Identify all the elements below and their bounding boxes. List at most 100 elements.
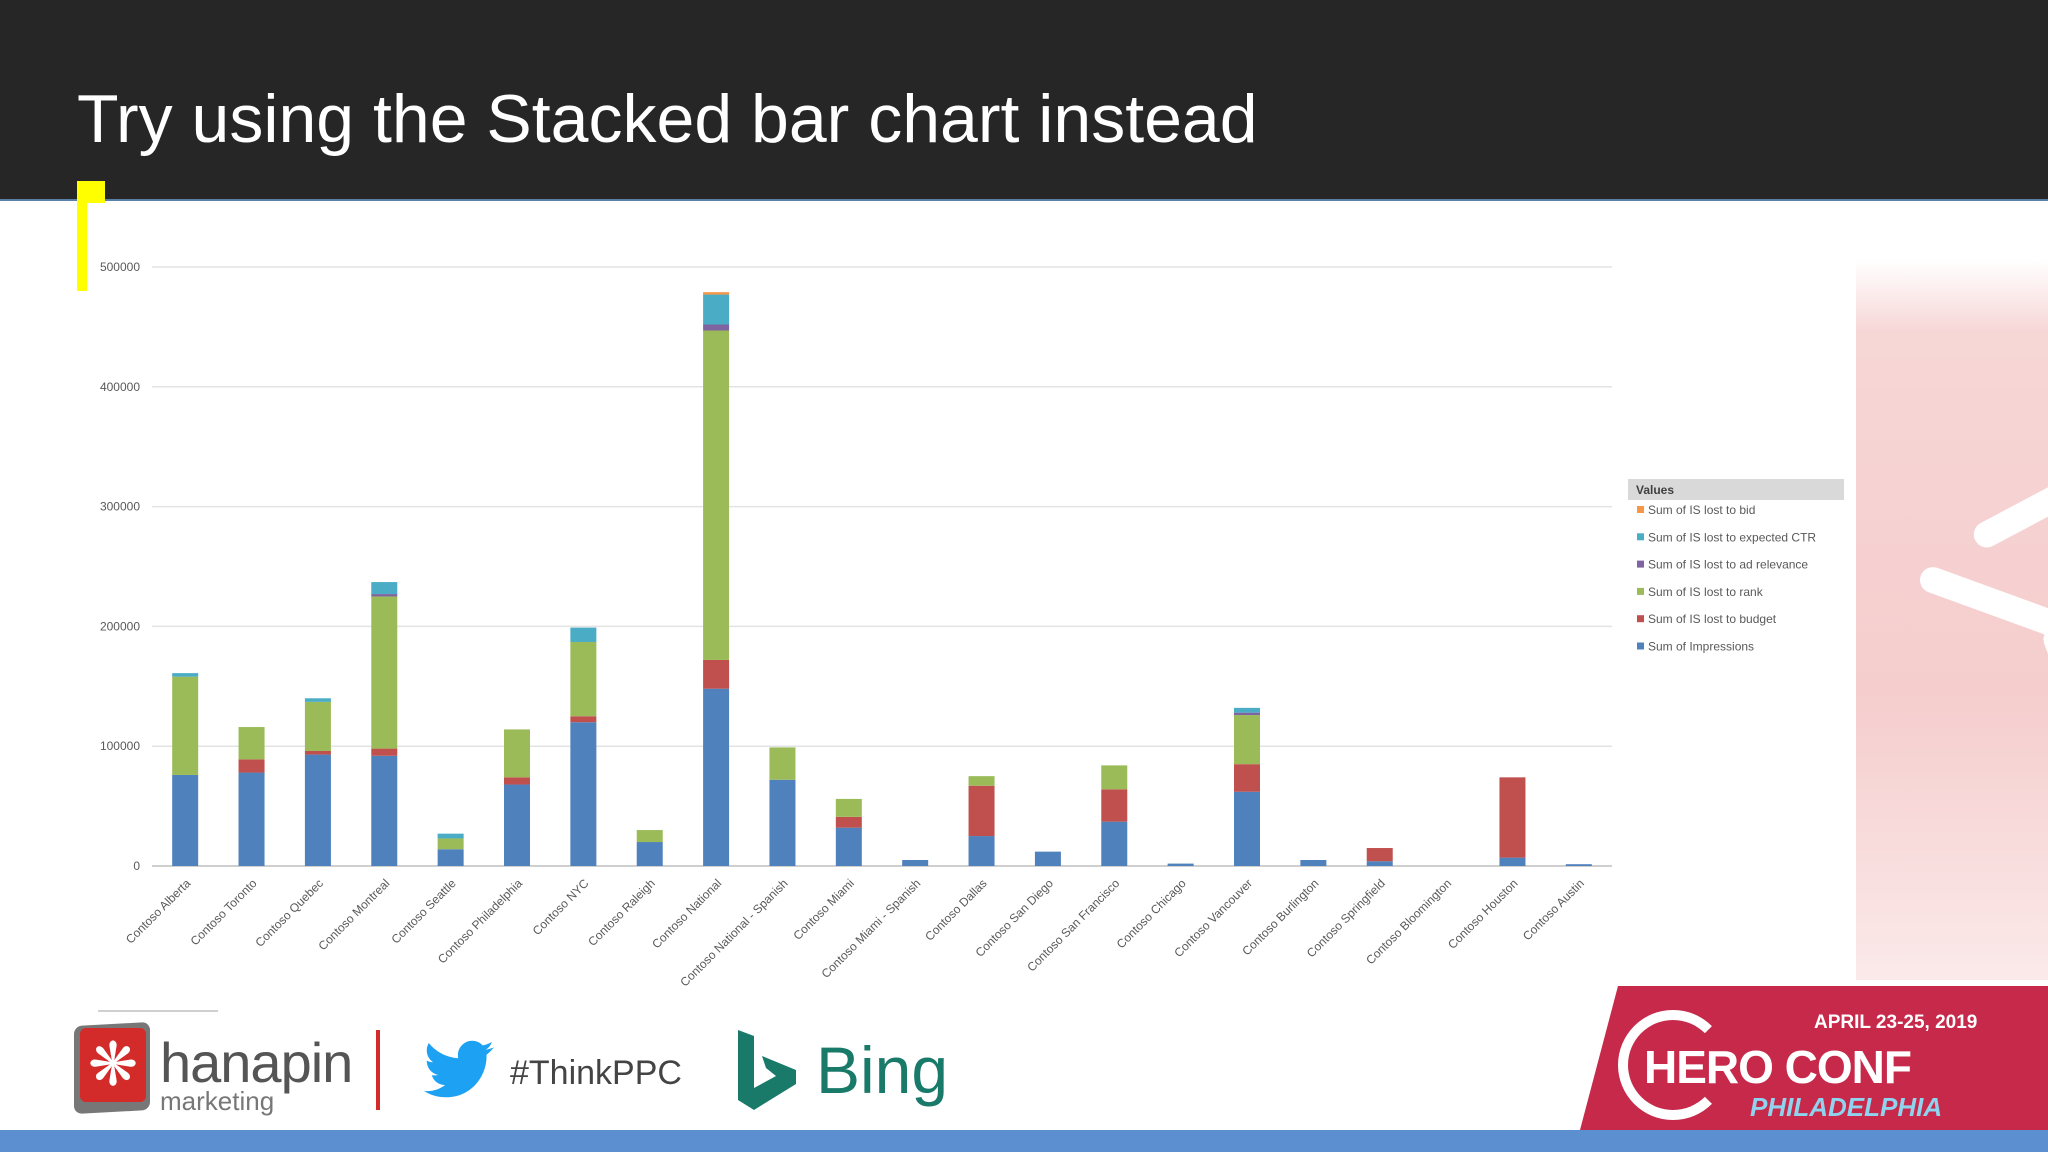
x-tick-label: Contoso Montreal: [316, 876, 393, 953]
x-tick-label: Contoso Seattle: [388, 876, 459, 947]
legend-entry: Sum of IS lost to bid: [1648, 503, 1755, 517]
hero-conf-city: PHILADELPHIA: [1750, 1092, 1943, 1122]
legend-entry: Sum of IS lost to budget: [1648, 612, 1777, 626]
bar-segment: [1499, 777, 1526, 858]
bar-segment: [703, 324, 730, 331]
legend-entry: Sum of IS lost to ad relevance: [1648, 558, 1808, 572]
legend-swatch: [1637, 533, 1644, 541]
bar-segment: [570, 627, 597, 642]
decorative-pattern: [1856, 260, 2048, 980]
bar-segment: [238, 727, 265, 760]
bar-segment: [1234, 715, 1260, 765]
yellow-highlight-marker: [77, 181, 105, 291]
bar-segment: [703, 292, 730, 295]
bar-segment: [1499, 857, 1526, 866]
x-tick-label: Contoso Houston: [1445, 876, 1520, 951]
y-tick-label: 0: [133, 859, 140, 873]
bar-segment: [437, 833, 464, 839]
bar-segment: [504, 784, 530, 866]
bar-segment: [968, 785, 995, 837]
bar-segment: [304, 754, 331, 866]
x-tick-label: Contoso Quebec: [252, 876, 326, 950]
bar-segment: [371, 594, 398, 597]
hero-conf-date: APRIL 23-25, 2019: [1814, 1012, 1978, 1033]
marker-vertical-bar: [77, 181, 87, 291]
slide-title: Try using the Stacked bar chart instead: [77, 81, 1258, 157]
bar-segment: [371, 748, 398, 756]
bar-segment: [1167, 863, 1194, 866]
legend-swatch: [1637, 560, 1644, 568]
bar-segment: [636, 830, 663, 843]
bar-segment: [1101, 789, 1128, 822]
bar-segment: [1300, 860, 1327, 866]
bar-segment: [304, 750, 331, 755]
bar-segment: [968, 776, 995, 786]
bar-segment: [703, 330, 730, 660]
marker-horizontal-bar: [77, 181, 105, 203]
x-tick-label: Contoso Austin: [1520, 876, 1587, 943]
x-tick-label: Contoso Toronto: [188, 876, 260, 948]
y-tick-label: 500000: [100, 260, 140, 274]
bar-segment: [1565, 864, 1592, 866]
x-tick-label: Contoso National: [649, 876, 724, 951]
y-tick-label: 100000: [100, 739, 140, 753]
bottom-accent-bar: [0, 1130, 2048, 1152]
chart-bars: [172, 292, 1592, 866]
bar-segment: [1234, 707, 1260, 713]
chart-gridlines: [152, 266, 1612, 867]
bar-segment: [437, 838, 464, 850]
bar-segment: [1234, 791, 1260, 866]
bar-segment: [172, 676, 199, 775]
x-tick-label: Contoso Raleigh: [585, 876, 658, 949]
y-tick-label: 200000: [100, 619, 140, 633]
bar-segment: [304, 701, 331, 751]
bar-segment: [504, 729, 530, 778]
hanapin-wordmark: hanapin: [160, 1031, 353, 1094]
y-tick-label: 400000: [100, 380, 140, 394]
bar-segment: [703, 294, 730, 325]
bar-segment: [902, 860, 929, 866]
bing-wordmark: Bing: [816, 1033, 949, 1107]
footer-red-divider: [376, 1030, 380, 1110]
legend-entry: Sum of Impressions: [1648, 640, 1754, 654]
bar-segment: [835, 827, 862, 866]
x-tick-label: Contoso NYC: [530, 876, 592, 938]
legend-entry: Sum of IS lost to rank: [1648, 585, 1764, 599]
hanapin-sub-wordmark: marketing: [160, 1086, 275, 1116]
hanapin-logo-icon: ❋: [74, 1022, 154, 1116]
bar-segment: [835, 798, 862, 817]
chart-legend: Values Sum of IS lost to bid Sum of IS lo…: [1628, 479, 1844, 654]
x-tick-label: Contoso Chicago: [1114, 876, 1189, 951]
bing-icon: [738, 1030, 796, 1110]
y-axis-ticks: 0 100000 200000 300000 400000 500000: [100, 260, 140, 873]
bar-segment: [835, 816, 862, 828]
twitter-hashtag: #ThinkPPC: [510, 1054, 682, 1092]
twitter-bird-icon: [423, 1040, 494, 1098]
x-tick-label: Contoso National - Spanish: [677, 876, 790, 989]
bar-segment: [968, 836, 995, 866]
x-tick-label: Contoso Dallas: [922, 876, 989, 943]
slide-header: Try using the Stacked bar chart instead: [0, 0, 2048, 201]
bar-segment: [238, 772, 265, 866]
bar-segment: [371, 755, 398, 866]
footer-divider-line: [98, 1010, 218, 1012]
legend-entry: Sum of IS lost to expected CTR: [1648, 530, 1816, 544]
hero-conf-arc-icon: [1618, 1010, 1728, 1120]
bar-segment: [504, 777, 530, 785]
bar-segment: [371, 582, 398, 595]
bar-segment: [703, 659, 730, 689]
legend-header-bg: [1628, 479, 1844, 500]
legend-swatch: [1637, 642, 1644, 650]
bar-segment: [1366, 861, 1393, 866]
legend-swatch: [1637, 587, 1644, 595]
bar-segment: [570, 716, 597, 723]
bar-segment: [769, 747, 796, 780]
bar-segment: [238, 759, 265, 773]
bar-segment: [570, 641, 597, 717]
legend-title: Values: [1636, 483, 1674, 497]
bar-segment: [1366, 848, 1393, 862]
bar-segment: [304, 698, 331, 702]
bar-segment: [636, 842, 663, 866]
bar-segment: [1101, 821, 1128, 866]
